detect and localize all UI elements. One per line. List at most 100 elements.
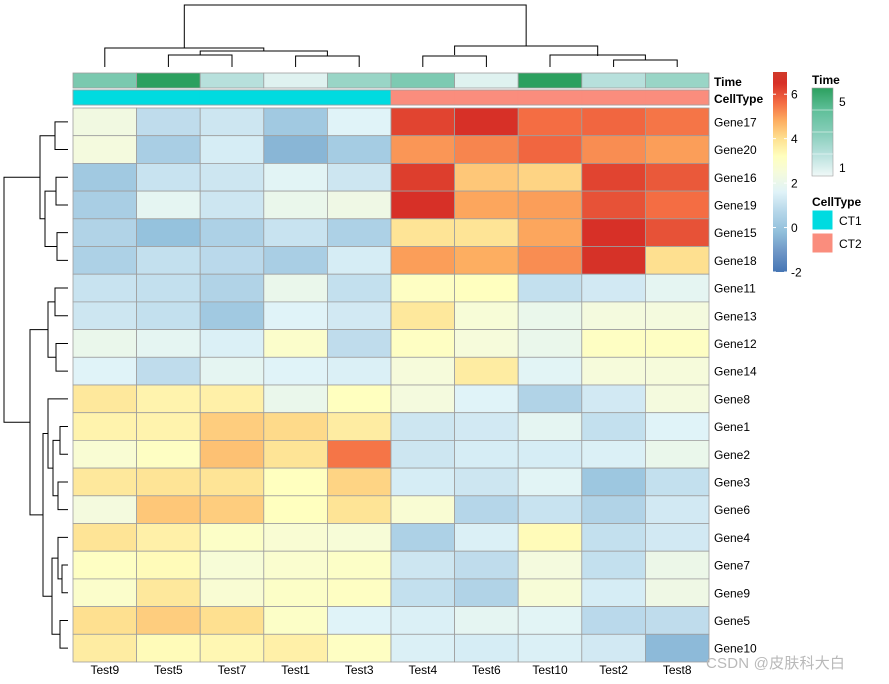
row-dendrogram-link [39, 135, 55, 220]
row-label-Gene13: Gene13 [714, 309, 757, 323]
heatmap-cell-Gene2-Test6 [454, 439, 519, 469]
heatmap-cell-Gene13-Test3 [326, 301, 392, 330]
heatmap-cell-Gene8-Test9 [72, 384, 137, 414]
heatmap-cell-Gene15-Test6 [454, 218, 519, 247]
heatmap-cell-Gene10-Test6 [454, 633, 519, 663]
column-label-Test2: Test2 [599, 663, 628, 677]
heatmap-cell-Gene2-Test1 [263, 439, 328, 469]
heatmap-cell-Gene5-Test8 [645, 606, 710, 635]
heatmap-cell-Gene4-Test3 [326, 523, 392, 552]
heatmap-cell-Gene1-Test2 [581, 412, 646, 441]
heatmap-cell-Gene1-Test10 [517, 412, 583, 441]
color-scale-tick-0: 0 [791, 221, 798, 235]
color-scale-tick-2: 2 [791, 177, 798, 191]
heatmap-cell-Gene20-Test10 [517, 135, 583, 164]
heatmap-cell-Gene8-Test5 [136, 384, 201, 414]
heatmap-cell-Gene15-Test2 [581, 218, 646, 247]
heatmap-cell-Gene20-Test1 [263, 135, 328, 164]
row-dendrogram-link [56, 232, 68, 261]
column-label-Test9: Test9 [90, 663, 119, 677]
column-label-Test8: Test8 [663, 663, 692, 677]
heatmap-cell-Gene2-Test7 [199, 439, 265, 469]
heatmap-cell-Gene11-Test5 [136, 273, 201, 303]
heatmap-cell-Gene16-Test6 [454, 162, 519, 192]
row-label-Gene8: Gene8 [714, 392, 750, 406]
color-scale-tick-6: 6 [791, 88, 798, 102]
time-annotation-label: Time [714, 75, 742, 89]
row-label-Gene3: Gene3 [714, 475, 750, 489]
heatmap-cell-Gene19-Test9 [72, 190, 137, 220]
celltype-annotation-Test2 [581, 89, 646, 106]
heatmap-cell-Gene11-Test8 [645, 273, 710, 303]
row-labels: Gene17 Gene20 Gene16 Gene19 Gene15 Gene18 Gene… [714, 115, 757, 655]
heatmap-cell-Gene18-Test4 [390, 246, 455, 275]
heatmap-cell-Gene7-Test4 [390, 550, 455, 580]
heatmap-cell-Gene20-Test5 [136, 135, 201, 164]
heatmap-cell-Gene19-Test6 [454, 190, 519, 220]
heatmap-cell-Gene7-Test8 [645, 550, 710, 580]
row-label-Gene17: Gene17 [714, 115, 757, 129]
row-label-Gene7: Gene7 [714, 559, 750, 573]
heatmap-cell-Gene4-Test2 [581, 523, 646, 552]
time-annotation-Test7 [199, 72, 265, 89]
heatmap-cell-Gene7-Test3 [326, 550, 392, 580]
heatmap-cell-Gene19-Test4 [390, 190, 455, 220]
heatmap-cell-Gene9-Test5 [136, 578, 201, 608]
heatmap-cell-Gene6-Test9 [72, 495, 137, 524]
heatmap-cell-Gene17-Test5 [136, 107, 201, 137]
column-labels: Test9 Test5 Test7 Test1 Test3 Test4 Test6 Test1… [90, 663, 691, 677]
heatmap-cell-Gene4-Test9 [72, 523, 137, 552]
heatmap-cell-Gene4-Test10 [517, 523, 583, 552]
heatmap-cell-Gene14-Test9 [72, 356, 137, 386]
heatmap-cell-Gene9-Test6 [454, 578, 519, 608]
heatmap-cell-Gene11-Test4 [390, 273, 455, 303]
row-dendrogram-link [57, 536, 68, 580]
time-legend-tick-1: 1 [839, 161, 846, 175]
row-label-Gene14: Gene14 [714, 365, 757, 379]
column-dendrogram [104, 4, 678, 67]
row-label-Gene6: Gene6 [714, 503, 750, 517]
heatmap-cell-Gene3-Test9 [72, 467, 137, 497]
heatmap-cell-Gene8-Test1 [263, 384, 328, 414]
heatmap-cell-Gene7-Test10 [517, 550, 583, 580]
heatmap-cell-Gene10-Test9 [72, 633, 137, 663]
heatmap-cell-Gene5-Test7 [199, 606, 265, 635]
heatmap-cell-Gene5-Test5 [136, 606, 201, 635]
heatmap-cell-Gene16-Test5 [136, 162, 201, 192]
heatmap-cell-Gene6-Test3 [326, 495, 392, 524]
heatmap-cell-Gene18-Test10 [517, 246, 583, 275]
heatmap-cell-Gene15-Test10 [517, 218, 583, 247]
heatmap-cell-Gene3-Test4 [390, 467, 455, 497]
heatmap-cell-Gene4-Test8 [645, 523, 710, 552]
heatmap-cell-Gene17-Test8 [645, 107, 710, 137]
heatmap-cell-Gene19-Test10 [517, 190, 583, 220]
color-scale-tick-4: 4 [791, 132, 798, 146]
heatmap-cell-Gene16-Test8 [645, 162, 710, 192]
column-dendrogram-link [183, 4, 527, 48]
heatmap-cell-Gene6-Test6 [454, 495, 519, 524]
heatmap-cell-Gene19-Test8 [645, 190, 710, 220]
celltype-annotation-Test3 [326, 89, 392, 106]
heatmap-cell-Gene18-Test8 [645, 246, 710, 275]
heatmap-cell-Gene2-Test2 [581, 439, 646, 469]
heatmap-cell-Gene13-Test6 [454, 301, 519, 330]
heatmap-cell-Gene20-Test6 [454, 135, 519, 164]
row-label-Gene2: Gene2 [714, 448, 750, 462]
time-annotation-Test6 [454, 72, 519, 89]
celltype-legend: CellType CT1 CT2 [811, 195, 862, 254]
heatmap-cell-Gene20-Test9 [72, 135, 137, 164]
column-label-Test6: Test6 [472, 663, 501, 677]
heatmap-cell-Gene17-Test2 [581, 107, 646, 137]
heatmap-cell-Gene14-Test3 [326, 356, 392, 386]
heatmap-cell-Gene19-Test5 [136, 190, 201, 220]
column-dendrogram-link [613, 59, 678, 67]
heatmap-cell-Gene11-Test2 [581, 273, 646, 303]
heatmap-cell-Gene4-Test6 [454, 523, 519, 552]
heatmap-cell-Gene15-Test1 [263, 218, 328, 247]
heatmap-cell-Gene11-Test1 [263, 273, 328, 303]
heatmap-cell-Gene1-Test9 [72, 412, 137, 441]
time-annotation-Test1 [263, 72, 328, 89]
heatmap-cell-Gene12-Test8 [645, 329, 710, 358]
heatmap-cell-Gene5-Test4 [390, 606, 455, 635]
heatmap-cell-Gene9-Test8 [645, 578, 710, 608]
